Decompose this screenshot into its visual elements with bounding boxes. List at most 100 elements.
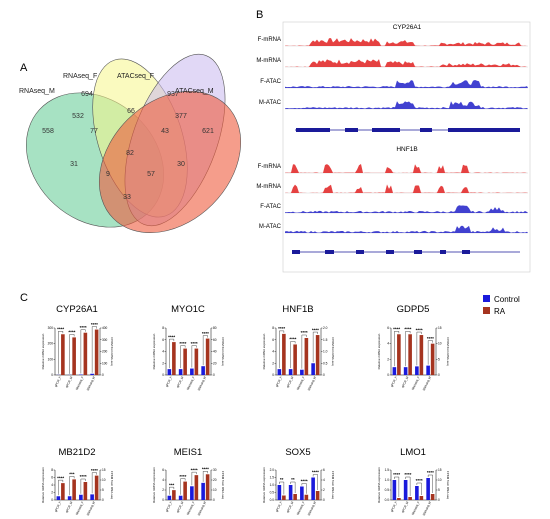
significance-stars: **** (301, 479, 308, 484)
right-axis-title: FPKM from RNA-seq (331, 337, 335, 366)
left-axis-title: Relative mRNA expression (41, 467, 45, 503)
gene-track-title: CYP26A1 (393, 24, 422, 31)
panel-c-letter: C (20, 292, 28, 304)
right-tick-label: 4 (323, 478, 325, 482)
left-axis-title: Relative mRNA expression (262, 467, 266, 503)
left-axis-title: Relative mRNA expression (41, 333, 45, 369)
y-tick-label: 6 (162, 468, 164, 472)
track-signal (285, 59, 528, 67)
y-tick-label: 0.5 (385, 488, 390, 492)
significance-bracket (312, 331, 318, 363)
gene-track-title: HNF1B (396, 146, 417, 153)
legend-ra-label: RA (494, 307, 506, 316)
significance-stars: *** (69, 472, 75, 477)
x-tick-label: qPCR_M (176, 375, 185, 388)
significance-stars: **** (301, 330, 308, 335)
significance-bracket (394, 476, 400, 497)
bar-control (277, 369, 282, 375)
y-tick-label: 0 (162, 498, 164, 502)
x-tick-label: RNAseq_M (422, 375, 432, 391)
significance-bracket (290, 341, 296, 369)
x-tick-label: RNAseq_F (296, 376, 306, 391)
significance-bracket (301, 334, 307, 369)
y-tick-label: 6 (272, 338, 274, 342)
gene-exon (448, 128, 520, 132)
bar-ra (183, 481, 187, 500)
right-tick-label: 200 (102, 350, 108, 354)
y-tick-label: 8 (272, 326, 274, 330)
bar-control (403, 367, 408, 375)
significance-bracket (427, 474, 433, 493)
bar-ra (315, 335, 320, 375)
significance-stars: **** (91, 322, 98, 327)
significance-bracket (301, 483, 307, 494)
venn-region: 694 (81, 91, 93, 98)
bar-ra (72, 479, 76, 500)
gene-exon (356, 250, 364, 254)
bar-ra (183, 348, 187, 375)
right-axis-title: FPKM from RNA-seq (446, 337, 450, 366)
track-label: M-mRNA (256, 184, 281, 190)
x-tick-label: RNAseq_F (75, 501, 85, 516)
x-tick-label: RNAseq_M (422, 500, 432, 516)
right-axis-title: FPKM from RNA-seq (446, 471, 450, 500)
right-tick-label: 60 (213, 338, 217, 342)
y-tick-label: 1.5 (385, 468, 390, 472)
y-tick-label: 2 (272, 361, 274, 365)
y-tick-label: 2 (387, 357, 389, 361)
bar-ra (430, 494, 435, 500)
right-tick-label: 2 (323, 488, 325, 492)
gene-exon (325, 250, 334, 254)
right-tick-label: 10 (213, 488, 217, 492)
y-tick-label: 4 (387, 342, 389, 346)
right-axis-title: FPKM from RNA-seq (221, 337, 225, 366)
venn-region: 31 (70, 161, 78, 168)
track-signal (285, 38, 528, 46)
bar-ra (293, 494, 297, 500)
bar-control (392, 367, 397, 375)
bar-ra (61, 334, 65, 375)
x-tick-label: qPCR_M (65, 500, 74, 513)
y-tick-label: 0.0 (385, 498, 390, 502)
right-tick-label: 1.5 (323, 338, 328, 342)
significance-bracket (312, 474, 318, 490)
bar-chart-title: MEIS1 (174, 447, 203, 458)
legend-control-swatch (483, 295, 490, 302)
track-label: F-ATAC (260, 204, 281, 210)
y-tick-label: 0 (272, 373, 274, 377)
track-label: F-mRNA (258, 37, 281, 43)
x-tick-label: RNAseq_M (197, 375, 207, 391)
right-tick-label: 0 (213, 498, 215, 502)
right-tick-label: 0 (323, 498, 325, 502)
right-tick-label: 5 (102, 488, 104, 492)
gene-exon (420, 128, 432, 132)
track-signal (285, 205, 528, 213)
bar-chart-title: SOX5 (285, 447, 310, 458)
venn-region: 558 (42, 128, 54, 135)
significance-bracket (169, 338, 175, 369)
significance-bracket (180, 478, 186, 495)
significance-stars: **** (416, 327, 423, 332)
significance-bracket (279, 330, 285, 369)
significance-stars: **** (404, 472, 411, 477)
bar-control (167, 495, 172, 500)
bar-ra (205, 338, 210, 375)
track-signal (285, 80, 528, 88)
y-tick-label: 4 (272, 350, 274, 354)
right-tick-label: 40 (213, 350, 217, 354)
venn-ellipse-atacseq-m (98, 90, 242, 234)
significance-stars: **** (202, 466, 209, 471)
bar-control (201, 366, 205, 375)
significance-bracket (279, 481, 285, 495)
bar-ra (94, 475, 99, 500)
gene-exon (292, 250, 300, 254)
y-tick-label: 8 (162, 326, 164, 330)
bar-ra (94, 329, 99, 375)
right-tick-label: 6 (323, 468, 325, 472)
bar-control (426, 365, 430, 375)
y-tick-label: 0 (162, 373, 164, 377)
track-label: M-ATAC (259, 224, 282, 230)
bar-control (56, 496, 61, 500)
x-tick-label: qPCR_F (390, 376, 399, 388)
bar-ra (293, 344, 297, 375)
